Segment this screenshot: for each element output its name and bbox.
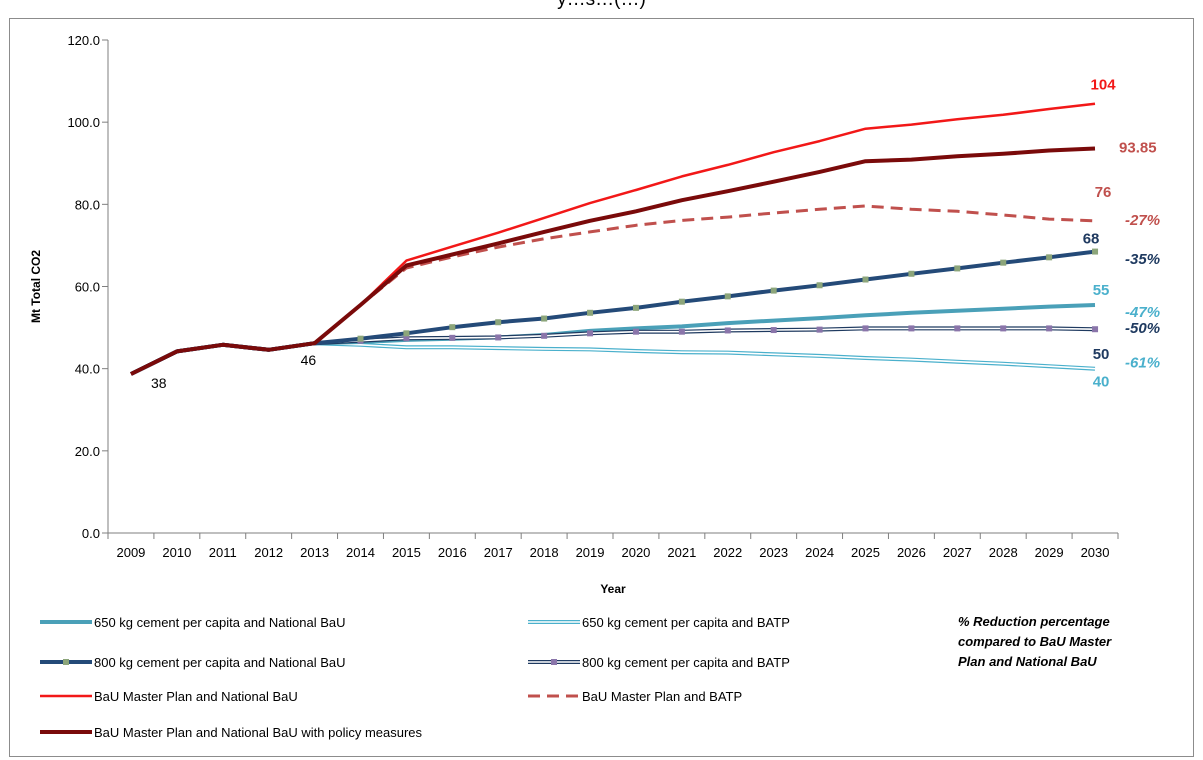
series-800-kg-cement-per-capita-and-national-bau-marker — [1092, 248, 1099, 255]
series-800-kg-cement-per-capita-and-batp-marker — [816, 326, 823, 333]
series-800-kg-cement-per-capita-and-national-bau-marker — [770, 287, 777, 294]
series-800-kg-cement-per-capita-and-national-bau-marker — [357, 335, 364, 342]
series-800-kg-cement-per-capita-and-national-bau-marker — [678, 298, 685, 305]
x-tick-label: 2017 — [484, 545, 513, 560]
y-tick-label: 80.0 — [75, 197, 100, 212]
series-800-kg-cement-per-capita-and-batp-marker — [770, 327, 777, 334]
series-800-kg-cement-per-capita-and-batp-marker — [632, 328, 639, 335]
series-800-kg-cement-per-capita-and-national-bau-marker — [587, 309, 594, 316]
data-label: 46 — [301, 352, 317, 368]
x-tick-label: 2016 — [438, 545, 467, 560]
y-tick-label: 100.0 — [67, 115, 100, 130]
x-tick-label: 2019 — [576, 545, 605, 560]
series-800-kg-cement-per-capita-and-batp-marker — [678, 328, 685, 335]
data-label: 38 — [151, 375, 167, 391]
legend-swatch-800-kg-cement-per-capita-and-batp-marker — [551, 659, 557, 665]
legend-swatch-800-kg-cement-per-capita-and-national-bau-marker — [63, 659, 69, 665]
y-tick-label: 20.0 — [75, 444, 100, 459]
legend-label: 650 kg cement per capita and National Ba… — [94, 615, 346, 630]
note-line-1: % Reduction percentage — [958, 614, 1110, 629]
data-label: 76 — [1095, 184, 1112, 201]
x-tick-label: 2021 — [667, 545, 696, 560]
series-800-kg-cement-per-capita-and-national-bau-marker — [495, 319, 502, 326]
legend-label: BaU Master Plan and BATP — [582, 689, 742, 704]
x-tick-label: 2027 — [943, 545, 972, 560]
y-tick-label: 120.0 — [67, 33, 100, 48]
series-800-kg-cement-per-capita-and-batp-marker — [1092, 326, 1099, 333]
series-800-kg-cement-per-capita-and-batp-marker — [908, 325, 915, 332]
series-800-kg-cement-per-capita-and-national-bau-marker — [724, 293, 731, 300]
data-label: 93.85 — [1119, 139, 1157, 156]
x-tick-label: 2025 — [851, 545, 880, 560]
data-label: -27% — [1125, 212, 1160, 229]
x-tick-label: 2011 — [209, 545, 237, 560]
series-800-kg-cement-per-capita-and-batp-marker — [724, 327, 731, 334]
series-650-kg-cement-per-capita-and-national-bau — [130, 303, 1096, 376]
y-tick-label: 60.0 — [75, 280, 100, 295]
series-800-kg-cement-per-capita-and-national-bau-marker — [541, 315, 548, 322]
series-800-kg-cement-per-capita-and-batp-marker — [1046, 325, 1053, 332]
data-label: 104 — [1091, 77, 1117, 94]
data-label: 50 — [1093, 346, 1110, 363]
legend-label: 650 kg cement per capita and BATP — [582, 615, 790, 630]
note-line-2: compared to BaU Master — [958, 634, 1112, 649]
x-tick-label: 2014 — [346, 545, 375, 560]
series-800-kg-cement-per-capita-and-batp-marker — [541, 332, 548, 339]
series-800-kg-cement-per-capita-and-national-bau-marker — [816, 282, 823, 289]
x-tick-label: 2029 — [1035, 545, 1064, 560]
series-bau-master-plan-and-batp — [130, 204, 1096, 376]
data-label: -47% — [1125, 304, 1160, 321]
x-tick-label: 2020 — [621, 545, 650, 560]
x-tick-label: 2012 — [254, 545, 283, 560]
reduction-note: % Reduction percentage compared to BaU M… — [958, 612, 1178, 672]
y-axis-title: Mt Total CO2 — [29, 250, 43, 323]
x-tick-label: 2010 — [162, 545, 191, 560]
series-800-kg-cement-per-capita-and-batp-marker — [1000, 325, 1007, 332]
chart-frame — [9, 18, 1194, 757]
note-line-3: Plan and National BaU — [958, 654, 1097, 669]
x-tick-label: 2030 — [1081, 545, 1110, 560]
chart-title: y…s…(…) — [0, 0, 1203, 11]
x-tick-label: 2013 — [300, 545, 329, 560]
x-tick-label: 2023 — [759, 545, 788, 560]
legend-label: BaU Master Plan and National BaU with po… — [94, 725, 423, 740]
series-800-kg-cement-per-capita-and-batp-marker — [403, 335, 410, 342]
series-800-kg-cement-per-capita-and-national-bau-marker — [862, 276, 869, 283]
series-800-kg-cement-per-capita-and-national-bau-marker — [403, 330, 410, 337]
y-tick-label: 0.0 — [82, 526, 100, 541]
x-axis-title: Year — [600, 582, 626, 596]
series-800-kg-cement-per-capita-and-batp-marker — [449, 334, 456, 341]
x-tick-label: 2022 — [713, 545, 742, 560]
x-tick-label: 2024 — [805, 545, 834, 560]
legend-label: BaU Master Plan and National BaU — [94, 689, 298, 704]
series-800-kg-cement-per-capita-and-national-bau-marker — [449, 324, 456, 331]
data-label: 40 — [1093, 374, 1110, 391]
series-800-kg-cement-per-capita-and-national-bau-marker — [1000, 259, 1007, 266]
data-label: -35% — [1125, 251, 1160, 268]
x-tick-label: 2015 — [392, 545, 421, 560]
x-tick-label: 2018 — [530, 545, 559, 560]
series-800-kg-cement-per-capita-and-national-bau-marker — [632, 304, 639, 311]
x-tick-label: 2028 — [989, 545, 1018, 560]
series-800-kg-cement-per-capita-and-national-bau-marker — [1046, 254, 1053, 261]
x-tick-label: 2009 — [116, 545, 145, 560]
data-label: -50% — [1125, 320, 1160, 337]
data-label: 68 — [1083, 231, 1100, 248]
legend-label: 800 kg cement per capita and National Ba… — [94, 655, 346, 670]
legend-label: 800 kg cement per capita and BATP — [582, 655, 790, 670]
series-800-kg-cement-per-capita-and-national-bau-marker — [908, 270, 915, 277]
data-label: -61% — [1125, 355, 1160, 372]
data-label: 55 — [1093, 282, 1110, 299]
series-800-kg-cement-per-capita-and-batp-marker — [495, 334, 502, 341]
series-800-kg-cement-per-capita-and-batp-marker — [954, 325, 961, 332]
series-800-kg-cement-per-capita-and-batp-marker — [862, 325, 869, 332]
series-bau-master-plan-and-national-bau-with-policy-measures — [130, 146, 1096, 376]
series-800-kg-cement-per-capita-and-batp-marker — [587, 330, 594, 337]
x-tick-label: 2026 — [897, 545, 926, 560]
series-800-kg-cement-per-capita-and-national-bau-marker — [954, 265, 961, 272]
y-tick-label: 40.0 — [75, 362, 100, 377]
